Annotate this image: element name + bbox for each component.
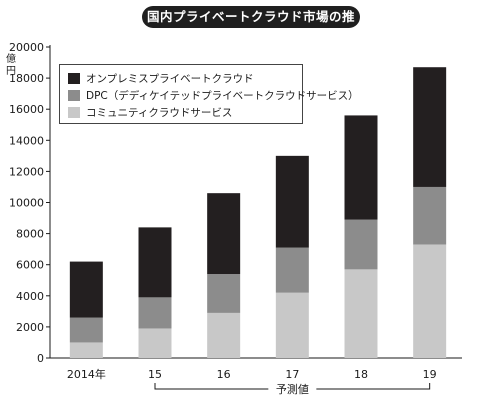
x-tick-label: 18 xyxy=(354,368,368,381)
legend-label-dpc: DPC（デディケイテッドプライベートクラウドサービス） xyxy=(86,89,359,102)
bar-segment-onpremise xyxy=(207,193,241,275)
x-tick-label: 19 xyxy=(423,368,437,381)
bar-segment-dpc xyxy=(207,274,241,313)
y-tick-label: 0 xyxy=(37,352,44,365)
bar-segment-community xyxy=(138,328,172,358)
bar-segment-community xyxy=(275,292,309,358)
legend-swatch-onpremise xyxy=(68,72,80,84)
x-tick-label: 2014年 xyxy=(67,367,106,381)
y-tick-label: 12000 xyxy=(9,165,44,178)
x-tick-label: 17 xyxy=(285,368,299,381)
y-tick-label: 8000 xyxy=(16,228,44,241)
bar-segment-onpremise xyxy=(138,227,172,298)
bar-segment-community xyxy=(344,269,378,358)
legend-label-community: コミュニティクラウドサービス xyxy=(86,106,233,119)
y-tick-label: 16000 xyxy=(9,103,44,116)
bar-segment-dpc xyxy=(344,219,378,270)
bar-segment-dpc xyxy=(69,317,103,343)
legend-swatch-dpc xyxy=(68,89,80,101)
bar-segment-dpc xyxy=(413,186,447,245)
x-tick-label: 16 xyxy=(217,368,231,381)
legend-swatch-community xyxy=(68,106,80,118)
forecast-label-background xyxy=(268,382,317,396)
legend-item-community: コミュニティクラウドサービス xyxy=(68,105,232,119)
legend-item-onpremise: オンプレミスプライベートクラウド xyxy=(68,71,254,85)
y-unit-label: 円 xyxy=(6,66,16,77)
forecast-label: 予測値 xyxy=(276,382,309,396)
bar-segment-community xyxy=(413,244,447,358)
bar-segment-dpc xyxy=(138,297,172,329)
legend: オンプレミスプライベートクラウド DPC（デディケイテッドプライベートクラウドサ… xyxy=(59,64,359,124)
bar-segment-dpc xyxy=(275,247,309,293)
y-tick-label: 6000 xyxy=(16,259,44,272)
bar-segment-community xyxy=(69,342,103,358)
y-unit-label: 億 xyxy=(6,52,16,65)
chart-title: 国内プライベートクラウド市場の推移 xyxy=(142,6,360,46)
y-tick-label: 4000 xyxy=(16,290,44,303)
y-tick-label: 14000 xyxy=(9,134,44,147)
y-tick-label: 2000 xyxy=(16,321,44,334)
x-tick-label: 15 xyxy=(148,368,162,381)
bar-segment-onpremise xyxy=(69,261,103,318)
y-tick-label: 18000 xyxy=(9,72,44,85)
legend-item-dpc: DPC（デディケイテッドプライベートクラウドサービス） xyxy=(68,88,359,102)
legend-label-onpremise: オンプレミスプライベートクラウド xyxy=(86,72,254,85)
bar-segment-onpremise xyxy=(413,67,447,187)
bar-segment-onpremise xyxy=(275,155,309,248)
y-tick-label: 20000 xyxy=(9,41,44,54)
bar-segment-onpremise xyxy=(344,115,378,220)
y-tick-label: 10000 xyxy=(9,197,44,210)
bar-segment-community xyxy=(207,312,241,358)
